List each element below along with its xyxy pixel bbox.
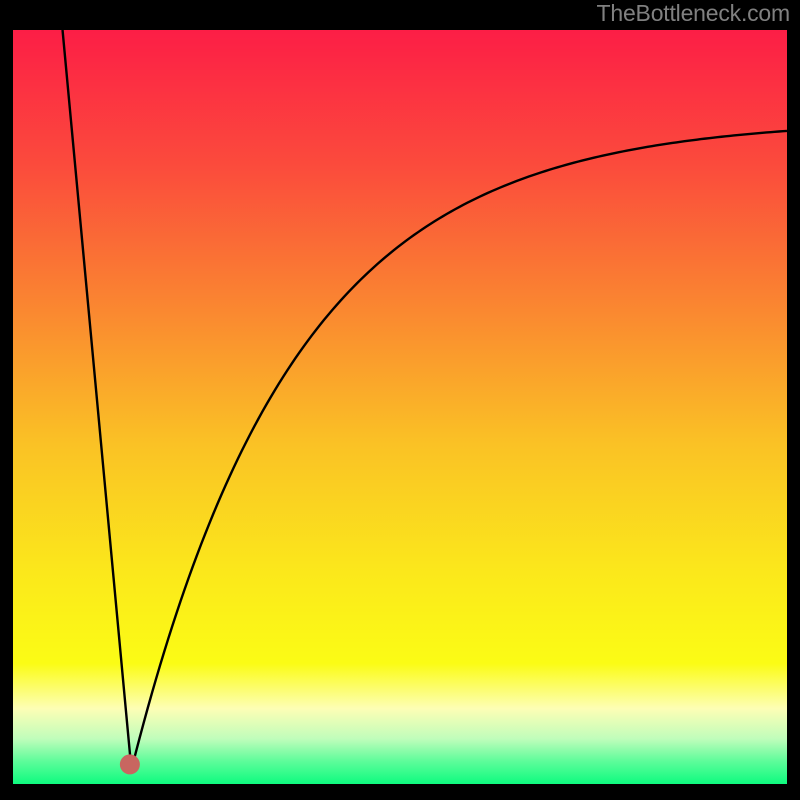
watermark-text: TheBottleneck.com — [597, 0, 790, 27]
chart-container: TheBottleneck.com — [0, 0, 800, 800]
bottleneck-chart — [0, 0, 800, 800]
valley-marker — [120, 754, 140, 774]
